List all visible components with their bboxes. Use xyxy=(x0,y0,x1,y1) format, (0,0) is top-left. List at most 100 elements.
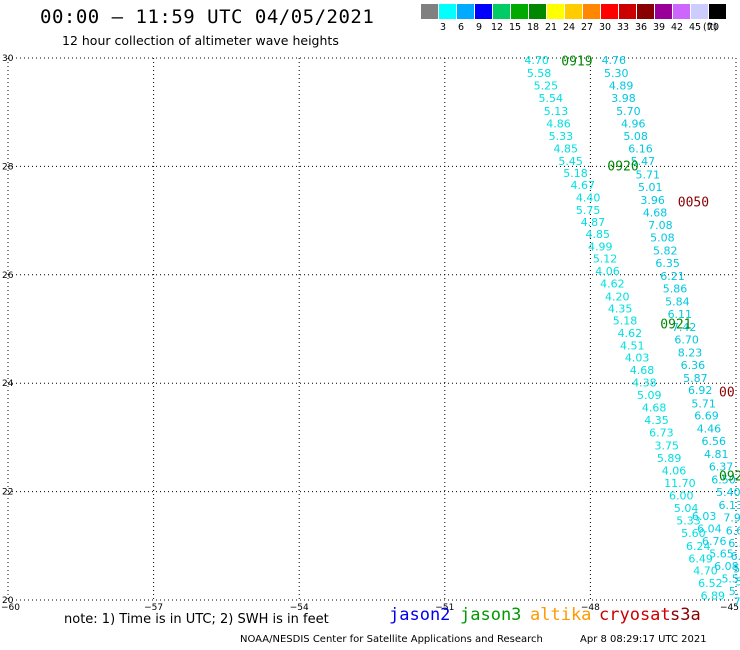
wave-height-value: 6.73 xyxy=(649,427,674,440)
pass-time-label: 00 xyxy=(719,385,735,400)
wave-height-value: 4.99 xyxy=(588,241,613,254)
wave-height-value: 6.24 xyxy=(686,540,711,553)
satellite-jason3: jason3 xyxy=(460,605,522,625)
legend-swatch xyxy=(529,4,546,19)
wave-height-value: 6.36 xyxy=(681,359,706,372)
wave-height-value: 5.04 xyxy=(674,502,699,515)
legend-label: 3 xyxy=(439,22,447,33)
wave-height-value: 4.85 xyxy=(586,228,611,241)
wave-height-value: 5.40 xyxy=(716,486,740,499)
legend-label: 39 xyxy=(652,22,666,33)
credit-text: NOAA/NESDIS Center for Satellite Applica… xyxy=(240,634,543,645)
wave-height-value: 6.76 xyxy=(702,535,727,548)
wave-height-value: 3.75 xyxy=(654,440,679,453)
wave-height-value: 3.96 xyxy=(640,194,665,207)
wave-height-value: 5.33 xyxy=(549,130,574,143)
legend-label: 21 xyxy=(544,22,558,33)
page-subtitle: 12 hour collection of altimeter wave hei… xyxy=(62,33,339,48)
pass-time-label: 0920 xyxy=(607,159,638,174)
wave-height-value: 6.70 xyxy=(674,333,699,346)
wave-height-value: 6.52 xyxy=(698,577,723,590)
wave-height-value: 5.18 xyxy=(613,314,638,327)
wave-height-value: 5.25 xyxy=(733,563,740,576)
wave-height-value: 4.81 xyxy=(704,448,729,461)
pass-time-label: 0921 xyxy=(660,318,691,333)
wave-height-value: 5.68 xyxy=(736,576,740,589)
legend-unit: (ft) xyxy=(703,22,718,33)
wave-height-value: 5.84 xyxy=(665,295,690,308)
wave-height-value: 6.13 xyxy=(719,499,740,512)
wave-height-value: 5.25 xyxy=(534,80,559,93)
timestamp-text: Apr 8 08:29:17 UTC 2021 xyxy=(580,634,707,645)
legend-label: 70 xyxy=(706,22,720,33)
wave-height-value: 4.62 xyxy=(600,277,625,290)
wave-height-value: 4.35 xyxy=(644,414,669,427)
satellite-s3a: s3a xyxy=(670,605,701,625)
wave-height-value: 6.56 xyxy=(702,435,727,448)
wave-height-value: 5.71 xyxy=(636,169,661,182)
legend-swatch xyxy=(619,4,636,19)
wave-height-value: 6.21 xyxy=(660,270,685,283)
wave-height-value: 6.69 xyxy=(726,525,740,538)
wave-height-value: 7.42 xyxy=(672,321,697,334)
wave-height-value: 4.03 xyxy=(625,352,650,365)
wave-height-value: 5.82 xyxy=(653,244,678,257)
y-tick-label: 26 xyxy=(2,271,14,281)
wave-height-value: 5.58 xyxy=(527,67,552,80)
pass-time-label: 092 xyxy=(719,469,740,484)
wave-height-value: 4.20 xyxy=(605,290,630,303)
wave-height-value: 4.70 xyxy=(524,54,549,67)
legend-label: 15 xyxy=(508,22,522,33)
pass-time-label: 0050 xyxy=(678,196,709,211)
wave-height-value: 6.89 xyxy=(701,590,726,603)
wave-height-value: 7.94 xyxy=(723,512,740,525)
wave-height-value: 5.75 xyxy=(576,204,601,217)
legend-label: 33 xyxy=(616,22,630,33)
wave-height-value: 6.04 xyxy=(697,522,722,535)
y-tick-label: 28 xyxy=(2,162,14,172)
wave-height-value: 4.51 xyxy=(620,339,645,352)
wave-height-value: 7.08 xyxy=(648,219,673,232)
y-tick-label: 30 xyxy=(2,54,14,64)
wave-height-value: 5.86 xyxy=(663,282,688,295)
wave-height-value: 3.98 xyxy=(611,92,636,105)
wave-height-value: 6.37 xyxy=(709,461,734,474)
wave-height-value: 4.85 xyxy=(554,143,579,156)
note-text: note: 1) Time is in UTC; 2) SWH is in fe… xyxy=(64,612,329,627)
wave-height-value: 6.03 xyxy=(692,510,717,523)
wave-height-value: 6.35 xyxy=(655,257,680,270)
legend-swatch xyxy=(547,4,564,19)
legend-label: 30 xyxy=(598,22,612,33)
wave-height-value: 5.09 xyxy=(637,389,662,402)
y-tick-label: 20 xyxy=(2,596,14,606)
page-title: 00:00 – 11:59 UTC 04/05/2021 xyxy=(40,6,375,28)
legend-swatch xyxy=(691,4,708,19)
wave-height-value: 5.26 xyxy=(729,585,740,598)
legend-swatch xyxy=(583,4,600,19)
x-tick-label: −60 xyxy=(1,603,20,613)
wave-height-value: 6.49 xyxy=(688,552,713,565)
wave-height-value: 5.87 xyxy=(683,372,708,385)
legend-swatch xyxy=(673,4,690,19)
wave-height-value: 5.71 xyxy=(691,397,716,410)
wave-height-value: 6.00 xyxy=(669,489,694,502)
wave-height-value: 8.23 xyxy=(678,346,703,359)
legend-swatch xyxy=(637,4,654,19)
wave-height-value: 4.62 xyxy=(618,327,643,340)
x-tick-label: −57 xyxy=(144,603,163,613)
wave-height-value: 4.35 xyxy=(608,302,633,315)
legend-swatch xyxy=(493,4,510,19)
legend-swatch xyxy=(439,4,456,19)
wave-height-value: 5.89 xyxy=(657,452,682,465)
satellite-jason2: jason2 xyxy=(389,605,451,625)
wave-height-value: 5.33 xyxy=(676,514,701,527)
legend-swatch xyxy=(511,4,528,19)
wave-height-value: 4.46 xyxy=(697,423,722,436)
wave-height-value: 5.08 xyxy=(623,130,648,143)
x-tick-label: −45 xyxy=(720,603,739,613)
legend-label: 6 xyxy=(457,22,465,33)
wave-height-value: 4.68 xyxy=(642,402,667,415)
wave-height-value: 5.01 xyxy=(638,181,663,194)
wave-height-value: 4.40 xyxy=(576,191,601,204)
legend-swatch xyxy=(565,4,582,19)
